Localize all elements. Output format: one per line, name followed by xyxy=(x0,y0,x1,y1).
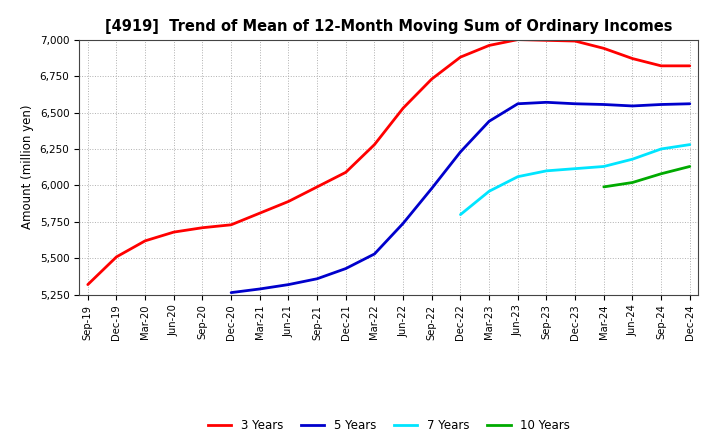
3 Years xyxy=(284,199,293,204)
3 Years xyxy=(513,37,522,42)
5 Years xyxy=(600,102,608,107)
7 Years xyxy=(600,164,608,169)
5 Years xyxy=(341,266,350,271)
3 Years xyxy=(456,55,465,60)
Title: [4919]  Trend of Mean of 12-Month Moving Sum of Ordinary Incomes: [4919] Trend of Mean of 12-Month Moving … xyxy=(105,19,672,34)
5 Years xyxy=(571,101,580,106)
5 Years xyxy=(370,251,379,257)
3 Years xyxy=(112,254,121,260)
3 Years xyxy=(685,63,694,69)
10 Years xyxy=(628,180,636,185)
Legend: 3 Years, 5 Years, 7 Years, 10 Years: 3 Years, 5 Years, 7 Years, 10 Years xyxy=(203,414,575,437)
Line: 10 Years: 10 Years xyxy=(604,166,690,187)
5 Years xyxy=(485,119,493,124)
5 Years xyxy=(657,102,665,107)
3 Years xyxy=(542,38,551,43)
10 Years xyxy=(657,171,665,176)
7 Years xyxy=(628,157,636,162)
7 Years xyxy=(542,168,551,173)
10 Years xyxy=(685,164,694,169)
3 Years xyxy=(600,46,608,51)
5 Years xyxy=(256,286,264,292)
7 Years xyxy=(571,166,580,171)
3 Years xyxy=(571,38,580,44)
5 Years xyxy=(456,149,465,154)
3 Years xyxy=(485,43,493,48)
3 Years xyxy=(628,56,636,61)
3 Years xyxy=(312,184,321,190)
Y-axis label: Amount (million yen): Amount (million yen) xyxy=(21,105,34,229)
Line: 5 Years: 5 Years xyxy=(231,103,690,293)
7 Years xyxy=(513,174,522,180)
5 Years xyxy=(628,103,636,109)
3 Years xyxy=(370,142,379,147)
5 Years xyxy=(513,101,522,106)
5 Years xyxy=(284,282,293,287)
7 Years xyxy=(456,212,465,217)
5 Years xyxy=(685,101,694,106)
5 Years xyxy=(428,186,436,191)
3 Years xyxy=(256,210,264,216)
3 Years xyxy=(198,225,207,231)
5 Years xyxy=(227,290,235,295)
10 Years xyxy=(600,184,608,190)
3 Years xyxy=(227,222,235,227)
3 Years xyxy=(399,106,408,111)
5 Years xyxy=(542,100,551,105)
Line: 7 Years: 7 Years xyxy=(461,145,690,215)
3 Years xyxy=(84,282,92,287)
7 Years xyxy=(685,142,694,147)
Line: 3 Years: 3 Years xyxy=(88,40,690,285)
7 Years xyxy=(485,189,493,194)
3 Years xyxy=(141,238,150,243)
3 Years xyxy=(428,76,436,81)
3 Years xyxy=(657,63,665,69)
7 Years xyxy=(657,147,665,152)
3 Years xyxy=(341,170,350,175)
5 Years xyxy=(399,221,408,226)
5 Years xyxy=(312,276,321,282)
3 Years xyxy=(169,229,178,235)
